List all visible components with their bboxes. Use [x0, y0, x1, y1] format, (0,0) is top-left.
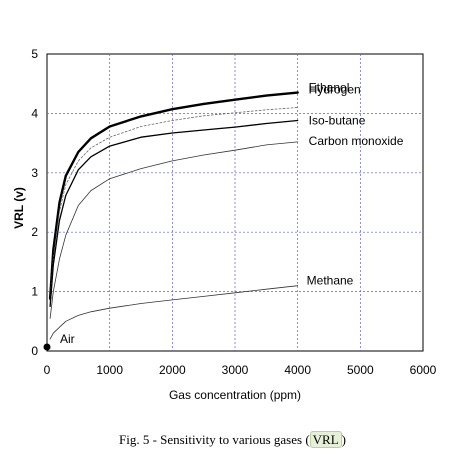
- x-tick-label: 0: [44, 363, 51, 377]
- x-tick-label: 5000: [347, 363, 374, 377]
- y-tick-label: 5: [31, 47, 38, 61]
- y-axis-title: VRL (v): [12, 187, 26, 229]
- series-line-hydrogen: [49, 107, 299, 301]
- y-tick-labels: 0 1 2 3 4 5: [31, 47, 38, 358]
- series-label-hydrogen: Hydrogen: [309, 82, 361, 96]
- point-air: [43, 343, 51, 351]
- series-label-carbon-monoxide: Carbon monoxide: [309, 134, 404, 148]
- x-axis-title: Gas concentration (ppm): [169, 388, 301, 402]
- caption-prefix: Fig. 5 - Sensitivity to various gases (: [118, 432, 310, 447]
- caption-suffix: ): [341, 432, 346, 447]
- series-label-iso-butane: Iso-butane: [309, 114, 366, 128]
- series-line-carbon-monoxide: [49, 141, 299, 319]
- y-tick-label: 4: [31, 106, 38, 120]
- y-tick-label: 2: [31, 225, 38, 239]
- caption-highlight: VRL: [309, 431, 342, 448]
- figure-caption: Fig. 5 - Sensitivity to various gases (V…: [0, 431, 465, 448]
- x-tick-label: 4000: [284, 363, 311, 377]
- x-tick-label: 6000: [410, 363, 437, 377]
- y-tick-label: 0: [31, 344, 38, 358]
- series-label-methane: Methane: [307, 274, 354, 288]
- series-label-ethanol: Ethanol: [309, 81, 350, 95]
- y-tick-label: 1: [31, 285, 38, 299]
- x-tick-labels: 0 1000 2000 3000 4000 5000 6000: [44, 363, 437, 377]
- y-tick-label: 3: [31, 166, 38, 180]
- chart: 0 1000 2000 3000 4000 5000 6000 0 1 2 3 4 5 Ethanol…: [12, 47, 437, 402]
- series-layer: [43, 91, 299, 351]
- series-line-ethanol: [48, 91, 299, 300]
- series-line-iso-butane: [49, 119, 299, 308]
- point-label-air: Air: [60, 332, 75, 346]
- x-tick-label: 2000: [159, 363, 186, 377]
- series-line-methane: [49, 285, 299, 340]
- x-tick-label: 1000: [96, 363, 123, 377]
- grid: [47, 54, 423, 351]
- x-tick-label: 3000: [222, 363, 249, 377]
